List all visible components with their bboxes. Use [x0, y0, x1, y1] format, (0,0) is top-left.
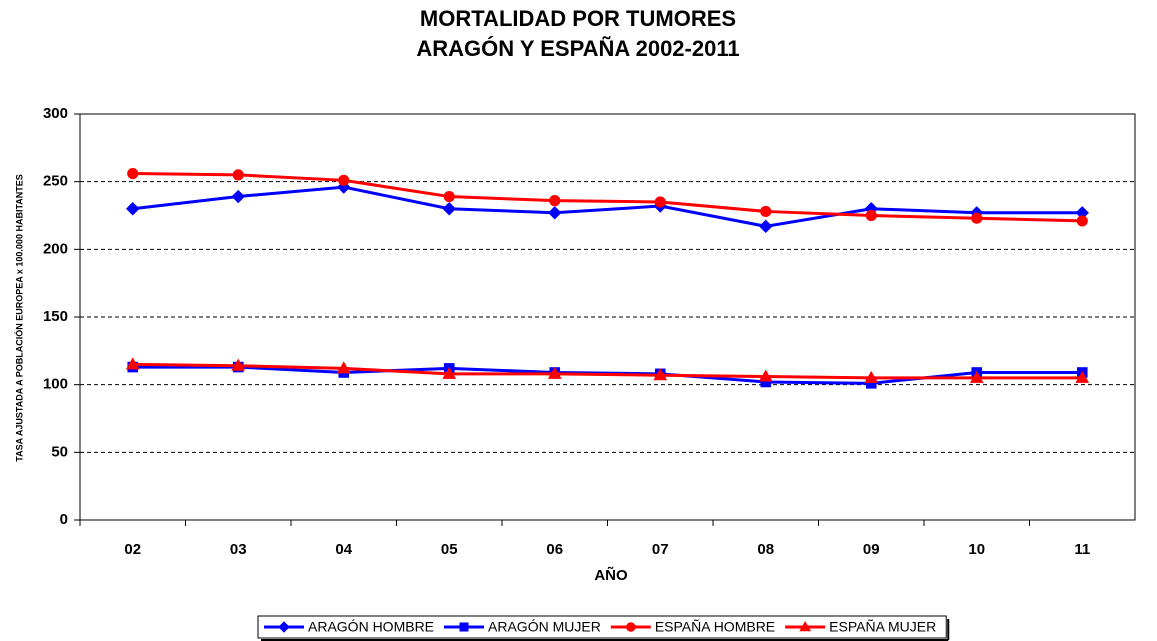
data-point	[442, 366, 457, 379]
y-tick-label: 0	[60, 511, 68, 528]
data-point	[443, 190, 455, 203]
series-line	[132, 185, 1083, 228]
data-point	[231, 358, 246, 371]
data-point	[1076, 215, 1088, 227]
data-point	[126, 202, 140, 216]
data-point	[654, 196, 666, 208]
data-point	[865, 209, 877, 222]
legend-marker	[799, 620, 812, 632]
x-tick-label: 05	[441, 541, 458, 558]
data-point	[231, 189, 245, 204]
y-tick-label: 250	[43, 173, 68, 190]
legend-box	[257, 615, 947, 639]
data-point	[549, 195, 561, 207]
x-axis-label: AÑO	[594, 566, 628, 584]
legend-label: ESPAÑA HOMBRE	[655, 619, 775, 635]
x-tick-label: 11	[1074, 541, 1090, 558]
chart-title: MORTALIDAD POR TUMORES	[420, 6, 736, 31]
y-tick-label: 100	[43, 376, 68, 393]
data-point	[125, 357, 140, 370]
x-tick-label: 06	[546, 541, 563, 558]
chart-subtitle: ARAGÓN Y ESPAÑA 2002-2011	[416, 36, 739, 61]
x-tick-label: 04	[335, 541, 352, 558]
x-tick-label: 10	[968, 541, 985, 558]
legend-label: ARAGÓN MUJER	[488, 619, 601, 635]
legend-marker	[626, 622, 636, 632]
legend-marker	[459, 622, 469, 632]
data-point	[338, 174, 350, 186]
data-point	[758, 369, 773, 382]
data-point	[864, 370, 879, 383]
y-axis-label: TASA AJUSTADA A POBLACIÓN EUROPEA x 100.…	[13, 174, 24, 462]
legend-label: ARAGÓN HOMBRE	[308, 619, 434, 635]
x-tick-label: 08	[757, 541, 774, 558]
data-point	[232, 169, 244, 181]
data-point	[760, 205, 772, 218]
x-tick-label: 02	[124, 541, 141, 558]
x-tick-label: 07	[652, 541, 669, 558]
data-point	[442, 202, 456, 216]
data-point	[1075, 370, 1090, 383]
x-tick-label: 03	[230, 541, 247, 558]
legend-label: ESPAÑA MUJER	[829, 619, 936, 635]
data-point	[653, 368, 668, 381]
data-point	[127, 167, 139, 180]
legend-marker	[278, 621, 290, 633]
y-tick-label: 150	[43, 308, 68, 325]
data-point	[759, 219, 773, 234]
y-tick-label: 300	[43, 105, 68, 122]
y-tick-label: 200	[43, 240, 68, 257]
series-line	[132, 172, 1083, 223]
data-point	[971, 212, 983, 224]
data-point	[969, 370, 984, 383]
data-point	[547, 366, 562, 379]
x-tick-label: 09	[863, 541, 880, 558]
data-point	[336, 361, 351, 374]
y-tick-label: 50	[51, 443, 68, 460]
series-line	[132, 362, 1083, 380]
data-point	[548, 206, 562, 220]
